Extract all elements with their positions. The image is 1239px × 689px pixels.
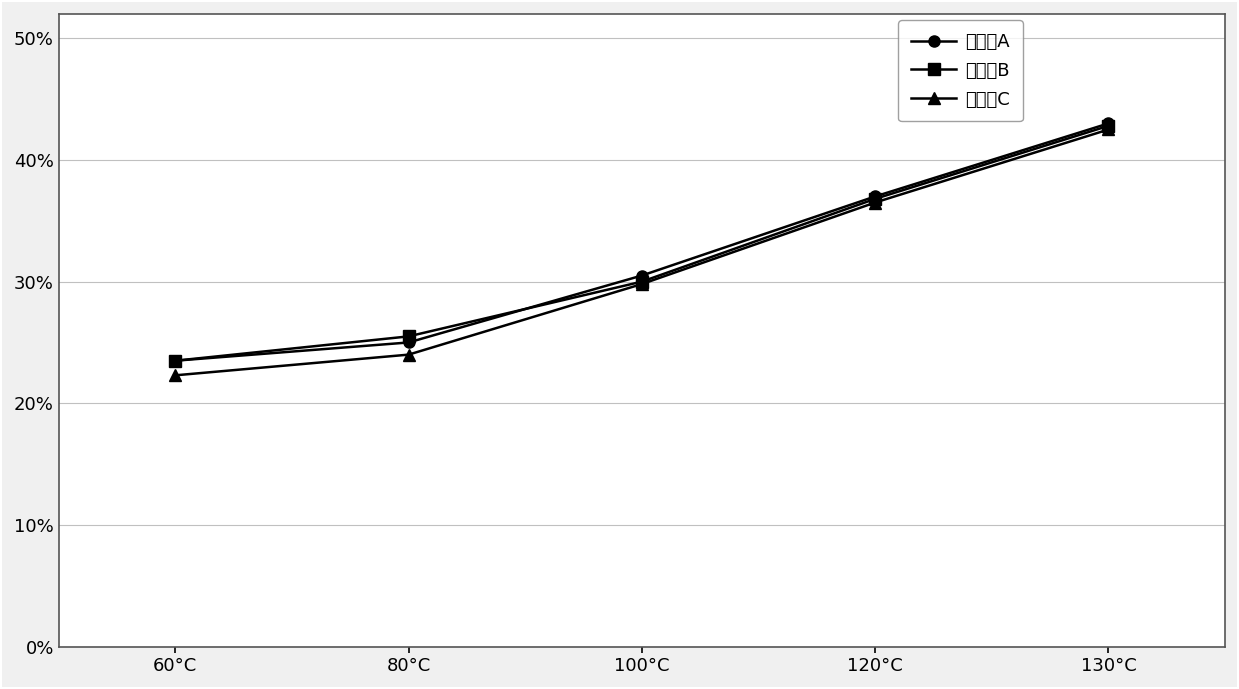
皥洗剂C bbox=[167, 371, 182, 380]
皥洗剂B bbox=[167, 357, 182, 365]
Line: 皥洗剂C: 皥洗剂C bbox=[170, 124, 1114, 381]
皥洗剂C bbox=[401, 351, 416, 359]
皥洗剂C bbox=[634, 280, 649, 288]
皥洗剂C bbox=[867, 198, 882, 207]
Line: 皥洗剂A: 皥洗剂A bbox=[170, 118, 1114, 367]
皥洗剂A bbox=[167, 357, 182, 365]
皥洗剂A bbox=[1101, 119, 1116, 127]
Line: 皥洗剂B: 皥洗剂B bbox=[170, 121, 1114, 367]
皥洗剂A bbox=[401, 338, 416, 347]
皥洗剂B bbox=[634, 278, 649, 286]
皥洗剂C bbox=[1101, 125, 1116, 134]
Legend: 皥洗剂A, 皥洗剂B, 皥洗剂C: 皥洗剂A, 皥洗剂B, 皥洗剂C bbox=[898, 20, 1022, 121]
皥洗剂A bbox=[867, 192, 882, 200]
皥洗剂B bbox=[401, 332, 416, 340]
皥洗剂A bbox=[634, 271, 649, 280]
皥洗剂B bbox=[867, 195, 882, 203]
皥洗剂B bbox=[1101, 122, 1116, 130]
